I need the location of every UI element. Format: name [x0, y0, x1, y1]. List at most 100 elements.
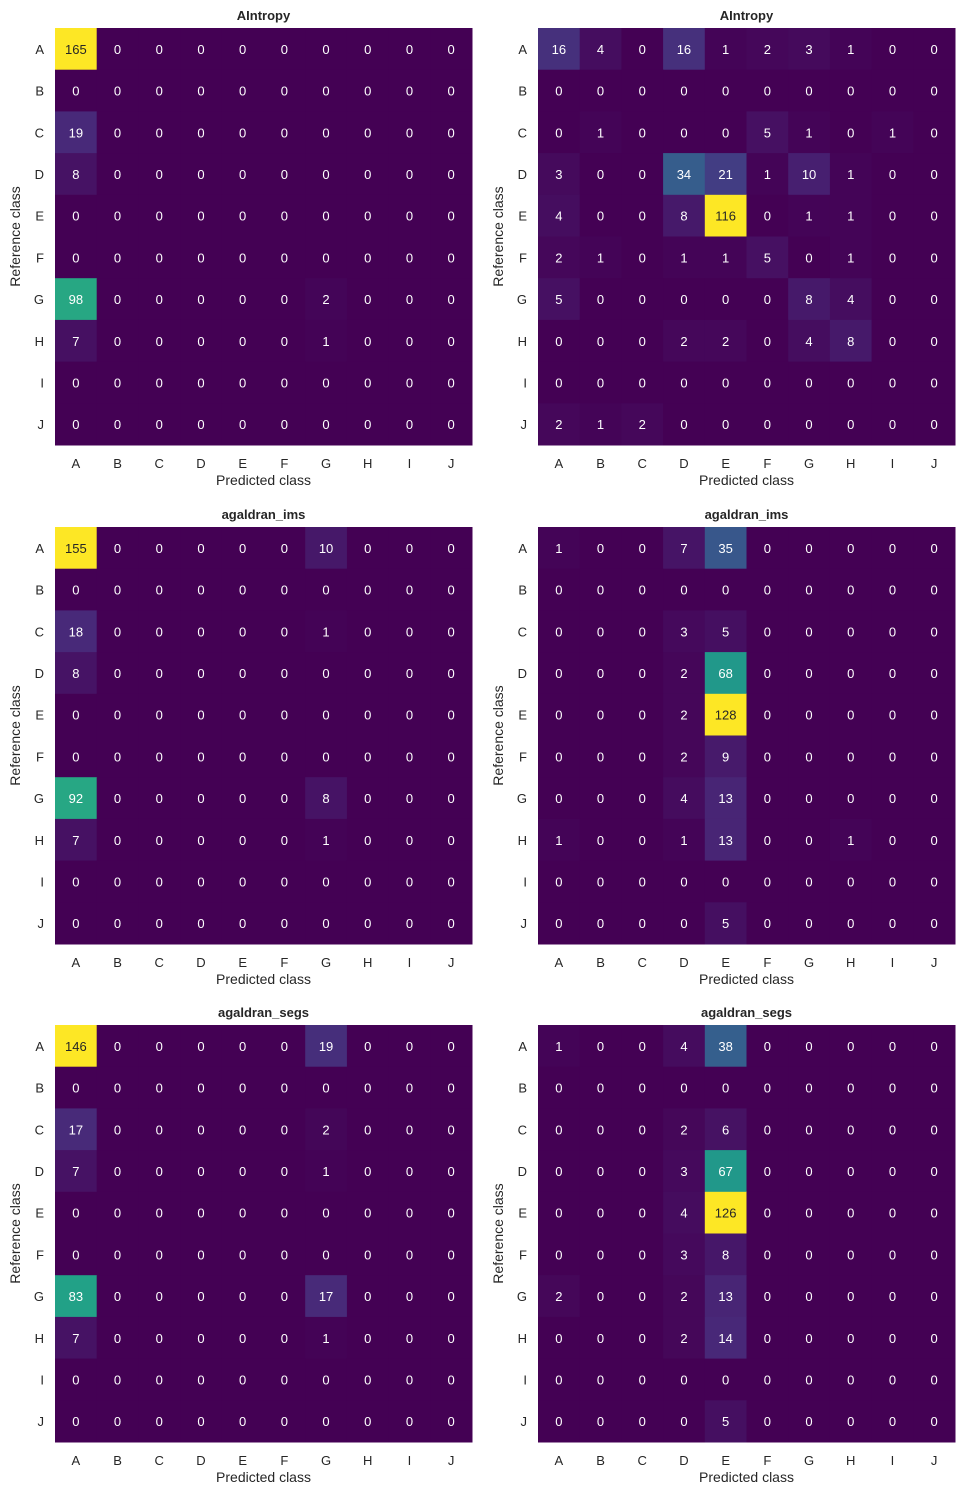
heatmap-cell — [871, 28, 914, 71]
heatmap-cell — [180, 777, 223, 820]
cell-value-label: 1 — [555, 541, 562, 556]
cell-value-label: 0 — [72, 1372, 79, 1387]
heatmap-cell — [221, 361, 264, 404]
heatmap-cell — [871, 1400, 914, 1443]
cell-value-label: 0 — [406, 1206, 413, 1221]
cell-value-label: 0 — [156, 749, 163, 764]
heatmap-cell — [221, 1108, 264, 1151]
cell-value-label: 0 — [764, 417, 771, 432]
cell-value-label: 0 — [889, 666, 896, 681]
cell-value-label: 3 — [680, 1164, 687, 1179]
x-tick-label: C — [638, 1453, 647, 1468]
cell-value-label: 0 — [889, 1081, 896, 1096]
heatmap-cell — [138, 1358, 181, 1401]
cell-value-label: 0 — [448, 250, 455, 265]
heatmap-cell — [96, 278, 139, 321]
heatmap-cell — [704, 1066, 747, 1109]
heatmap-cell — [305, 1025, 348, 1068]
cell-value-label: 0 — [555, 1414, 562, 1429]
cell-value-label: 10 — [802, 167, 816, 182]
cell-value-label: 0 — [406, 250, 413, 265]
cell-value-label: 0 — [805, 791, 812, 806]
heatmap-cell — [621, 1275, 664, 1318]
heatmap-cell — [621, 28, 664, 71]
cell-value-label: 8 — [72, 666, 79, 681]
cell-value-label: 0 — [931, 1122, 938, 1137]
cell-value-label: 0 — [847, 1289, 854, 1304]
cell-value-label: 0 — [72, 375, 79, 390]
heatmap-cell — [538, 902, 581, 945]
cell-value-label: 0 — [555, 1206, 562, 1221]
y-tick-label: C — [518, 125, 527, 140]
cell-value-label: 0 — [197, 375, 204, 390]
heatmap-cell — [704, 1400, 747, 1443]
x-tick-label: G — [804, 456, 814, 471]
cell-value-label: 0 — [197, 708, 204, 723]
cell-value-label: 0 — [114, 874, 121, 889]
x-tick-label: A — [72, 456, 81, 471]
cell-value-label: 1 — [597, 125, 604, 140]
cell-value-label: 126 — [715, 1206, 737, 1221]
heatmap-cell — [579, 527, 622, 570]
heatmap-cell — [96, 1025, 139, 1068]
heatmap-cell — [305, 527, 348, 570]
cell-value-label: 0 — [889, 624, 896, 639]
cell-value-label: 1 — [555, 833, 562, 848]
cell-value-label: 0 — [847, 916, 854, 931]
heatmap-cell — [663, 1191, 706, 1234]
cell-value-label: 0 — [239, 334, 246, 349]
x-tick-label: C — [155, 456, 164, 471]
x-tick-label: H — [846, 1453, 855, 1468]
heatmap-cell — [829, 1275, 873, 1318]
cell-value-label: 0 — [597, 1206, 604, 1221]
heatmap-cell — [138, 1316, 181, 1360]
heatmap-cell — [788, 153, 831, 196]
heatmap-cell — [913, 693, 956, 736]
heatmap-cell — [55, 735, 98, 778]
cell-value-label: 0 — [114, 417, 121, 432]
heatmap-cell — [788, 1358, 831, 1401]
heatmap-cell — [388, 319, 431, 363]
cell-value-label: 0 — [114, 624, 121, 639]
cell-value-label: 0 — [597, 874, 604, 889]
heatmap-cell — [871, 194, 914, 237]
heatmap-cell — [430, 693, 473, 736]
heatmap-cell — [788, 568, 831, 611]
cell-value-label: 0 — [156, 708, 163, 723]
heatmap-cell — [96, 1233, 139, 1276]
cell-value-label: 0 — [364, 250, 371, 265]
heatmap-cell — [871, 1358, 914, 1401]
panel-title: AIntropy — [720, 8, 774, 23]
y-tick-label: E — [35, 1206, 44, 1221]
heatmap-cell — [704, 1275, 747, 1318]
heatmap-cell — [704, 568, 747, 611]
cell-value-label: 0 — [889, 334, 896, 349]
heatmap-cell — [263, 278, 306, 321]
cell-value-label: 0 — [156, 250, 163, 265]
cell-value-label: 0 — [639, 624, 646, 639]
heatmap-cell — [180, 652, 223, 695]
x-tick-label: I — [891, 955, 895, 970]
cell-value-label: 0 — [281, 1247, 288, 1262]
cell-value-label: 0 — [805, 1081, 812, 1096]
cell-value-label: 0 — [639, 583, 646, 598]
cell-value-label: 0 — [239, 791, 246, 806]
cell-value-label: 1 — [555, 1039, 562, 1054]
heatmap-cell — [305, 1150, 348, 1193]
cell-value-label: 0 — [764, 1081, 771, 1096]
cell-value-label: 0 — [931, 167, 938, 182]
heatmap-cell — [829, 403, 873, 446]
cell-value-label: 0 — [448, 417, 455, 432]
heatmap-cell — [388, 236, 431, 279]
heatmap-cell — [96, 1150, 139, 1193]
cell-value-label: 0 — [555, 874, 562, 889]
cell-value-label: 0 — [448, 1206, 455, 1221]
heatmap-cell — [913, 1233, 956, 1276]
cell-value-label: 0 — [805, 1289, 812, 1304]
heatmap-cell — [263, 153, 306, 196]
y-axis-label: Reference class — [7, 1183, 23, 1283]
heatmap-cell — [704, 652, 747, 695]
heatmap-cell — [871, 1150, 914, 1193]
heatmap-cell — [388, 568, 431, 611]
cell-value-label: 0 — [931, 1414, 938, 1429]
